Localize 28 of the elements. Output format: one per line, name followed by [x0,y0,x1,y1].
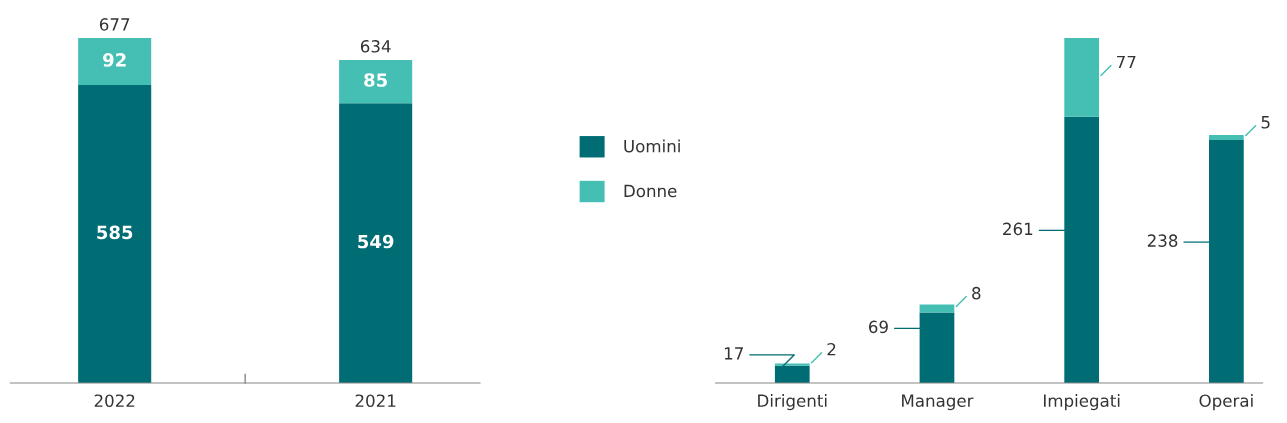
bar [339,59,413,104]
bar [78,38,152,85]
x-tick-label: 2022 [94,394,135,407]
data-label: 92 [103,53,126,67]
legend-label: Uomini [624,139,680,153]
data-label: 77 [1117,55,1136,69]
x-tick-label: Manager [902,394,974,411]
data-label: 85 [364,73,387,87]
bar [919,304,955,313]
data-label: 69 [869,320,888,334]
x-tick-label: 2021 [355,394,396,407]
data-label: 261 [1003,222,1033,236]
total-label: 677 [99,18,130,31]
data-label: 5 [1261,116,1270,129]
bar [78,84,152,383]
legend-label: Donne [624,184,677,198]
x-tick-label: Impiegati [1044,394,1120,411]
bar [339,103,413,383]
data-label: 2 [827,342,836,356]
data-label: 17 [724,347,743,360]
data-label: 549 [358,234,394,249]
data-label: 238 [1147,234,1178,247]
data-label: 585 [97,225,133,240]
data-label: 8 [972,286,981,300]
x-tick-label: Dirigenti [758,394,827,411]
total-label: 634 [360,40,391,53]
bar [774,363,810,366]
x-tick-label: Operai [1199,394,1253,411]
